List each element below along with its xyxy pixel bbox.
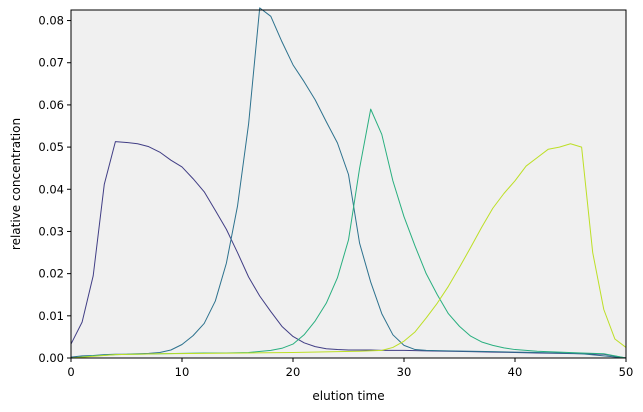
- series-line-2: [70, 7, 627, 359]
- plot-area: [71, 10, 626, 358]
- y-tick-label: 0.04: [38, 182, 64, 196]
- x-tick-label: 0: [67, 365, 74, 379]
- plot-frame: [70, 9, 627, 359]
- y-tick-label: 0.00: [38, 351, 64, 365]
- series-lines: [70, 7, 627, 359]
- x-tick-label: 40: [508, 365, 523, 379]
- y-axis-ticks: 0.00 0.01 0.02 0.03 0.04 0.05 0.06 0.07 0.08: [38, 14, 71, 365]
- x-axis-ticks: 0 10 20 30 40 50: [67, 358, 633, 379]
- x-tick-label: 30: [397, 365, 412, 379]
- y-tick-label: 0.03: [38, 224, 64, 238]
- y-tick-label: 0.01: [38, 309, 64, 323]
- x-tick-label: 50: [619, 365, 634, 379]
- y-tick-label: 0.08: [38, 14, 64, 28]
- y-tick-label: 0.07: [38, 56, 64, 70]
- y-tick-label: 0.05: [38, 140, 64, 154]
- y-tick-label: 0.02: [38, 267, 64, 281]
- x-tick-label: 20: [286, 365, 301, 379]
- x-axis-label: elution time: [312, 389, 384, 403]
- y-axis-label: relative concentration: [9, 118, 23, 250]
- x-tick-label: 10: [175, 365, 190, 379]
- y-tick-label: 0.06: [38, 98, 64, 112]
- series-line-4: [70, 143, 627, 359]
